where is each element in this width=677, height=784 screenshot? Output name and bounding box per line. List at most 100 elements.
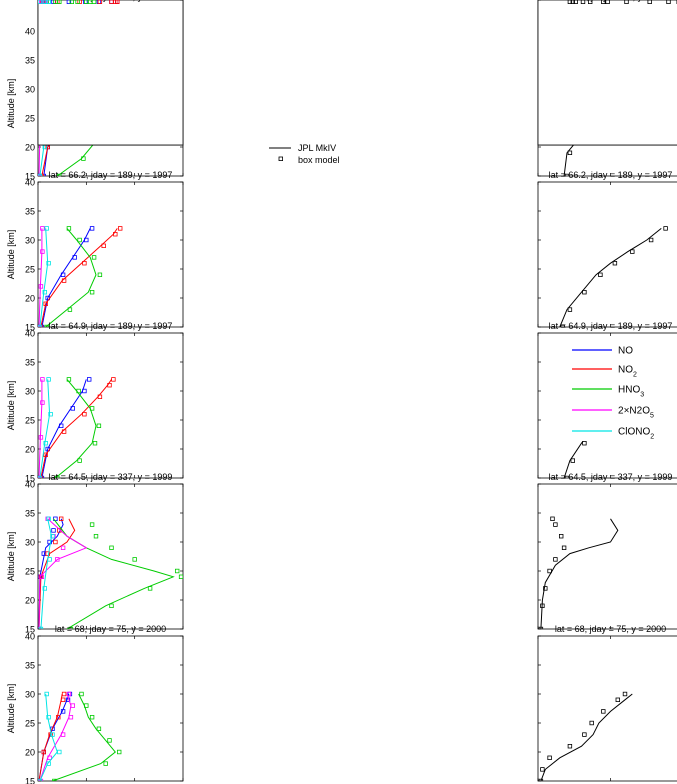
model-marker-no2 (45, 551, 50, 556)
model-marker-nox-noy (553, 522, 558, 527)
y-tick-label: 35 (25, 56, 35, 66)
y-tick-label: 40 (25, 0, 35, 2)
model-marker-clono2 (42, 0, 47, 4)
series-line-nox-noy (540, 693, 633, 781)
model-marker-no (84, 237, 89, 243)
model-marker-clono2 (46, 377, 51, 382)
model-marker-hno3 (103, 761, 108, 766)
y-tick-label: 30 (25, 236, 35, 246)
panel-title: lat = 66.2, jday = 189, y = 1997 (549, 170, 673, 180)
y-tick-label: 30 (25, 0, 35, 2)
plot-frame (537, 0, 677, 146)
panel-10: lat = 68, jday = 75, y = 200000.51 (537, 624, 677, 782)
model-marker-no2 (61, 691, 67, 697)
model-marker-no2 (107, 382, 112, 388)
model-marker-nox-noy (624, 0, 629, 4)
legend-box (566, 341, 676, 441)
model-marker-n2o5 (38, 284, 44, 289)
series-line-n2o5 (38, 379, 43, 478)
y-tick-label: 40 (25, 329, 35, 339)
model-marker-hno3 (96, 726, 102, 731)
y-tick-label: 25 (25, 265, 35, 275)
panel-4: lat = 66.2, jday = 189, y = 1997 (537, 170, 677, 328)
y-tick-label: 20 (25, 0, 35, 2)
panel-title: lat = 68, jday = 75, y = 2000 (55, 624, 166, 634)
model-marker-n2o5 (60, 545, 66, 550)
model-marker-n2o5 (66, 691, 72, 697)
legend-box (267, 137, 349, 169)
model-marker-n2o5 (40, 249, 45, 254)
model-marker-clono2 (38, 173, 43, 176)
y-tick-label: 40 (25, 0, 35, 2)
model-marker-nox-noy (540, 767, 545, 772)
model-marker-hno3 (81, 156, 86, 161)
y-tick-label: 15 (25, 0, 35, 2)
model-marker-no2 (97, 394, 103, 399)
y-tick-label: 30 (25, 0, 35, 2)
model-marker-nox-noy (567, 150, 573, 155)
legend-label-clono2: ClONO2 (618, 427, 654, 441)
model-marker-hno3 (69, 0, 74, 4)
model-marker-nox-noy (538, 626, 544, 629)
model-marker-nox-noy (547, 568, 552, 574)
model-marker-hno3 (77, 458, 82, 463)
model-marker-nox-noy (622, 691, 628, 697)
y-tick-label: 30 (25, 0, 35, 2)
model-marker-hno3 (66, 377, 72, 382)
panel-title: lat = 66.2, jday = 189, y = 1997 (49, 170, 173, 180)
model-marker-n2o5 (60, 732, 66, 737)
model-marker-clono2 (38, 475, 43, 478)
model-marker-hno3 (75, 0, 80, 4)
panel-title: lat = 64.9, jday = 189, y = 1997 (49, 321, 173, 331)
plot-frame (537, 483, 677, 630)
model-marker-nox-noy (582, 289, 587, 295)
model-marker-no2 (59, 516, 64, 521)
model-marker-nox-noy (540, 603, 545, 608)
y-tick-label: 25 (25, 0, 35, 2)
model-marker-clono2 (57, 749, 62, 755)
model-marker-hno3 (84, 0, 89, 4)
model-marker-no (47, 539, 52, 545)
model-marker-nox-noy (588, 0, 593, 4)
y-tick-label: 25 (25, 0, 35, 2)
model-marker-clono2 (38, 0, 43, 4)
model-marker-no2 (111, 377, 116, 382)
model-marker-no (66, 0, 72, 4)
y-tick-label: 30 (25, 85, 35, 95)
model-marker-hno3 (57, 173, 62, 176)
y-tick-label: 15 (25, 172, 35, 182)
plot-frame (537, 181, 677, 328)
panel-5: lat = 64.9, jday = 189, y = 1997 15 20 25 30… (25, 321, 184, 484)
model-marker-hno3 (97, 272, 103, 277)
model-marker-hno3 (93, 534, 99, 539)
model-marker-nox-noy (648, 237, 654, 243)
plot-area (38, 516, 183, 629)
model-marker-hno3 (89, 522, 95, 527)
legend-marker-label: box model (298, 155, 340, 165)
model-marker-hno3 (147, 586, 153, 591)
model-marker-hno3 (77, 237, 82, 243)
y-tick-label: 20 (25, 294, 35, 304)
y-tick-label: 20 (25, 0, 35, 2)
model-marker-hno3 (109, 603, 114, 608)
plot-frame (537, 635, 677, 782)
model-marker-clono2 (44, 691, 49, 697)
model-marker-no2 (61, 429, 67, 434)
y-tick-label: 35 (25, 0, 35, 2)
y-axis-label: Altitude [km] (6, 381, 16, 431)
y-tick-label: 20 (25, 596, 35, 606)
panel-19: lat = 35.2, jday = 264, y = 200515202530… (25, 0, 184, 146)
model-marker-nox-noy (543, 586, 548, 591)
plot-area (38, 226, 123, 327)
y-axis-label: Altitude [km] (6, 532, 16, 582)
model-marker-no2 (53, 539, 58, 545)
model-marker-clono2 (47, 557, 52, 562)
y-tick-label: 30 (25, 538, 35, 548)
series-line-clono2 (39, 379, 51, 478)
y-tick-label: 25 (25, 114, 35, 124)
model-marker-clono2 (38, 778, 43, 781)
plot-area (38, 377, 116, 478)
y-tick-label: 15 (25, 323, 35, 333)
y-tick-label: 40 (25, 178, 35, 188)
